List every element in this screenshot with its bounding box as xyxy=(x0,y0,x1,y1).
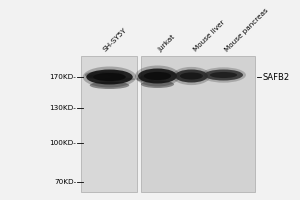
Text: Mouse pancreas: Mouse pancreas xyxy=(224,7,269,53)
Ellipse shape xyxy=(101,70,124,77)
Ellipse shape xyxy=(175,70,208,82)
Ellipse shape xyxy=(146,74,165,79)
FancyBboxPatch shape xyxy=(141,56,255,192)
Text: 100KD-: 100KD- xyxy=(50,140,76,146)
Ellipse shape xyxy=(107,73,122,77)
Text: SAFB2: SAFB2 xyxy=(262,72,290,82)
Ellipse shape xyxy=(138,68,177,84)
Ellipse shape xyxy=(86,70,133,84)
Ellipse shape xyxy=(156,74,170,80)
Text: 70KD-: 70KD- xyxy=(54,179,76,185)
Text: Mouse liver: Mouse liver xyxy=(192,19,226,53)
Ellipse shape xyxy=(148,75,165,79)
Ellipse shape xyxy=(136,76,155,82)
Ellipse shape xyxy=(87,74,112,79)
Ellipse shape xyxy=(144,72,171,80)
Ellipse shape xyxy=(135,66,180,86)
Text: 130KD-: 130KD- xyxy=(50,105,76,111)
Ellipse shape xyxy=(106,78,136,81)
Ellipse shape xyxy=(93,73,126,81)
Ellipse shape xyxy=(83,66,136,88)
FancyBboxPatch shape xyxy=(81,56,136,192)
Ellipse shape xyxy=(180,72,203,80)
Ellipse shape xyxy=(101,75,120,79)
Ellipse shape xyxy=(204,70,243,80)
Ellipse shape xyxy=(201,67,246,83)
Ellipse shape xyxy=(142,74,160,78)
Ellipse shape xyxy=(141,80,174,88)
Text: 170KD-: 170KD- xyxy=(50,74,76,80)
Text: Jurkat: Jurkat xyxy=(158,34,177,53)
Text: SH-SY5Y: SH-SY5Y xyxy=(102,27,128,53)
Ellipse shape xyxy=(156,72,175,76)
Ellipse shape xyxy=(172,67,210,85)
Ellipse shape xyxy=(85,72,110,78)
Ellipse shape xyxy=(210,72,237,78)
Ellipse shape xyxy=(90,82,129,89)
